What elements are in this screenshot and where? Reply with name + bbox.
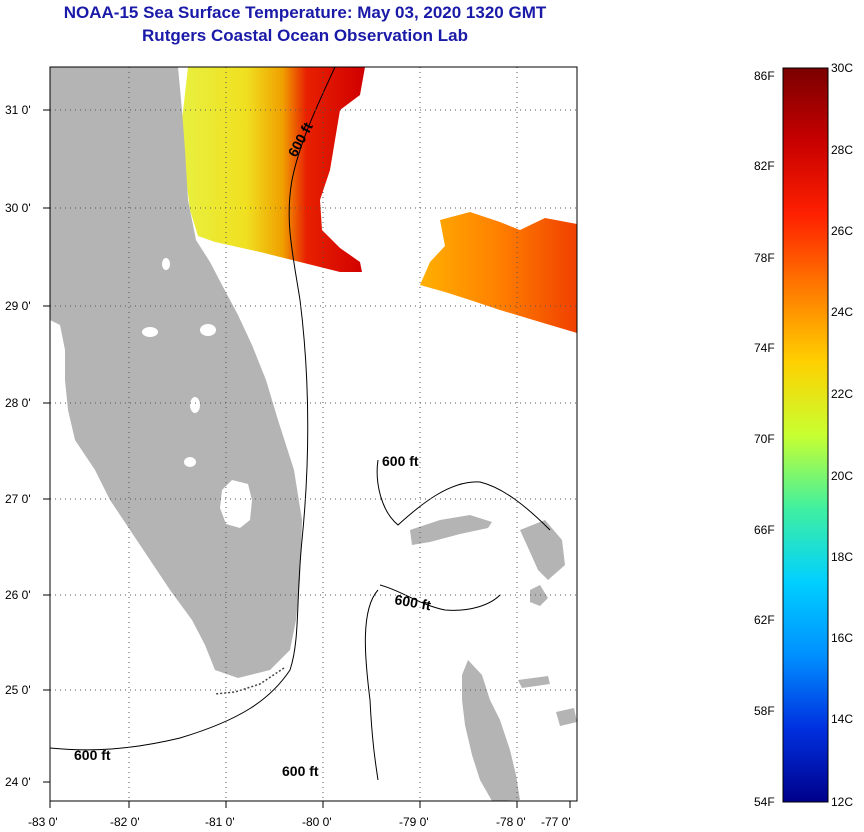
contour-label-keys: 600 ft — [74, 747, 111, 763]
abaco — [520, 520, 565, 580]
colorbar-f-label: 74F — [754, 341, 775, 355]
lat-label: 27 0' — [5, 492, 31, 506]
lon-label: -82 0' — [110, 815, 140, 829]
lat-label: 31 0' — [5, 103, 31, 117]
lon-label: -77 0' — [541, 815, 571, 829]
colorbar-c-label: 22C — [831, 387, 853, 401]
lon-label: -81 0' — [205, 815, 235, 829]
lat-label: 30 0' — [5, 201, 31, 215]
map-title: NOAA-15 Sea Surface Temperature: May 03,… — [63, 3, 547, 22]
lat-label: 29 0' — [5, 299, 31, 313]
depth-contours — [50, 67, 551, 781]
lon-label: -80 0' — [302, 815, 332, 829]
contour-label-grand-bahama: 600 ft — [382, 453, 419, 469]
colorbar-f-label: 66F — [754, 523, 775, 537]
contour-label-providence-channel: 600 ft — [393, 591, 432, 613]
colorbar-c-label: 28C — [831, 143, 853, 157]
sst-swath-east — [420, 212, 577, 333]
colorbar-c-label: 12C — [831, 795, 853, 809]
lake-okeechobee — [220, 480, 252, 528]
lat-label: 26 0' — [5, 588, 31, 602]
map-border — [49, 66, 578, 802]
colorbar-f-label: 62F — [754, 613, 775, 627]
colorbar-c-label: 16C — [831, 631, 853, 645]
colorbar-c-label: 20C — [831, 469, 853, 483]
lat-label: 25 0' — [5, 683, 31, 697]
new-providence — [556, 708, 577, 726]
colorbar-c-label: 30C — [831, 61, 853, 75]
colorbar-c-label: 24C — [831, 305, 853, 319]
colorbar — [782, 67, 829, 803]
colorbar-f-label: 86F — [754, 69, 775, 83]
lon-label: -78 0' — [496, 815, 526, 829]
colorbar-f-label: 82F — [754, 159, 775, 173]
eleuthera — [530, 585, 548, 606]
lon-label: -83 0' — [28, 815, 58, 829]
colorbar-f-label: 54F — [754, 795, 775, 809]
map-subtitle: Rutgers Coastal Ocean Observation Lab — [142, 26, 468, 45]
colorbar-c-label: 26C — [831, 224, 853, 238]
grand-bahama — [410, 515, 492, 545]
bimini — [518, 676, 550, 688]
lon-label: -79 0' — [399, 815, 429, 829]
colorbar-c-label: 18C — [831, 550, 853, 564]
colorbar-f-label: 70F — [754, 432, 775, 446]
lat-label: 24 0' — [5, 775, 31, 789]
florida-keys — [214, 667, 285, 695]
contour-label-south: 600 ft — [282, 763, 319, 779]
andros-island — [462, 660, 520, 801]
colorbar-f-label: 78F — [754, 251, 775, 265]
colorbar-c-label: 14C — [831, 712, 853, 726]
colorbar-f-label: 58F — [754, 704, 775, 718]
lat-label: 28 0' — [5, 396, 31, 410]
sst-swath-north — [182, 67, 365, 272]
map-ticks — [43, 109, 571, 808]
